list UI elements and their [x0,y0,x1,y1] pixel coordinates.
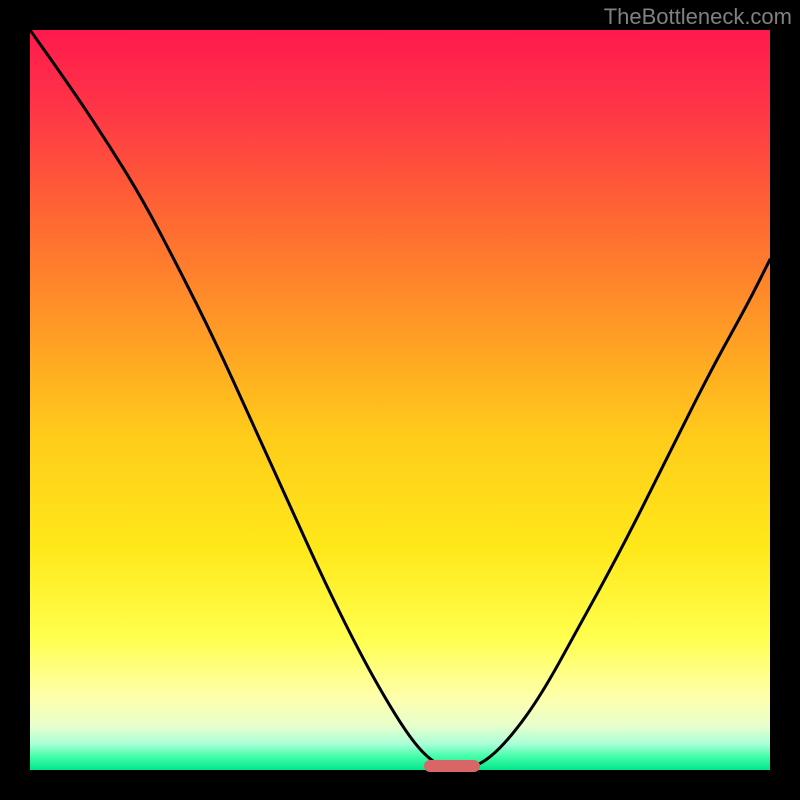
chart-container: TheBottleneck.com [0,0,800,800]
bottleneck-curve [30,30,770,770]
optimal-marker [424,760,480,772]
plot-area [30,30,770,770]
watermark-text: TheBottleneck.com [604,4,792,30]
